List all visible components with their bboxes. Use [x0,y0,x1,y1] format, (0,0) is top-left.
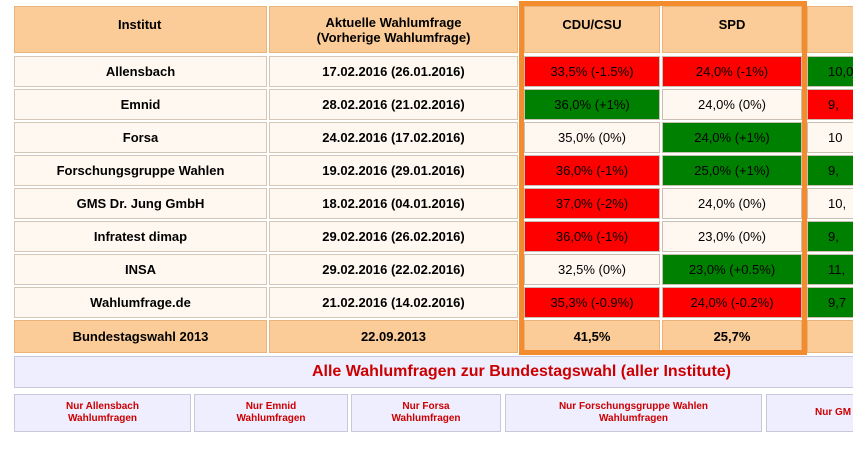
cdu-value: 35,3% (-0.9%) [524,287,660,318]
institute-name: GMS Dr. Jung GmbH [14,188,267,219]
link-allensbach[interactable]: Nur Allensbach Wahlumfragen [14,394,191,432]
spd-value: 24,0% (0%) [662,89,802,120]
next-party-value: 9, [807,89,853,120]
institute-name: Allensbach [14,56,267,87]
header-next-party [807,6,853,53]
survey-date: 17.02.2016 (26.01.2016) [269,56,518,87]
institute-name: Wahlumfrage.de [14,287,267,318]
cdu-value: 33,5% (-1.5%) [524,56,660,87]
institute-name: Forschungsgruppe Wahlen [14,155,267,186]
spd-value: 24,0% (0%) [662,188,802,219]
election-next-party [807,320,853,353]
link-forschungsgruppe[interactable]: Nur Forschungsgruppe Wahlen Wahlumfragen [505,394,762,432]
election-date: 22.09.2013 [269,320,518,353]
next-party-value: 9,7 [807,287,853,318]
next-party-value: 10, [807,188,853,219]
cdu-value: 36,0% (-1%) [524,221,660,252]
cdu-value: 37,0% (-2%) [524,188,660,219]
next-party-value: 11, [807,254,853,285]
next-party-value: 10 [807,122,853,153]
survey-date: 28.02.2016 (21.02.2016) [269,89,518,120]
institute-name: Emnid [14,89,267,120]
spd-value: 24,0% (-0.2%) [662,287,802,318]
next-party-value: 9, [807,155,853,186]
next-party-value: 10,0 [807,56,853,87]
header-cdu: CDU/CSU [524,6,660,53]
all-polls-link[interactable]: Alle Wahlumfragen zur Bundestagswahl (al… [14,356,853,388]
cdu-value: 36,0% (-1%) [524,155,660,186]
survey-date: 29.02.2016 (22.02.2016) [269,254,518,285]
header-institute: Institut [14,6,267,53]
spd-value: 23,0% (0%) [662,221,802,252]
spd-value: 24,0% (-1%) [662,56,802,87]
survey-date: 19.02.2016 (29.01.2016) [269,155,518,186]
spd-value: 24,0% (+1%) [662,122,802,153]
election-cdu: 41,5% [524,320,660,353]
header-survey: Aktuelle Wahlumfrage (Vorherige Wahlumfr… [269,6,518,53]
cdu-value: 35,0% (0%) [524,122,660,153]
spd-value: 23,0% (+0.5%) [662,254,802,285]
link-gms[interactable]: Nur GM [766,394,853,432]
institute-name: INSA [14,254,267,285]
link-forsa[interactable]: Nur Forsa Wahlumfragen [351,394,501,432]
link-emnid[interactable]: Nur Emnid Wahlumfragen [194,394,348,432]
survey-date: 29.02.2016 (26.02.2016) [269,221,518,252]
survey-date: 18.02.2016 (04.01.2016) [269,188,518,219]
institute-name: Forsa [14,122,267,153]
institute-name: Infratest dimap [14,221,267,252]
election-spd: 25,7% [662,320,802,353]
election-label: Bundestagswahl 2013 [14,320,267,353]
cdu-value: 36,0% (+1%) [524,89,660,120]
next-party-value: 9, [807,221,853,252]
cdu-value: 32,5% (0%) [524,254,660,285]
survey-date: 24.02.2016 (17.02.2016) [269,122,518,153]
all-polls-link-text: Alle Wahlumfragen zur Bundestagswahl (al… [311,363,731,380]
survey-date: 21.02.2016 (14.02.2016) [269,287,518,318]
spd-value: 25,0% (+1%) [662,155,802,186]
header-spd: SPD [662,6,802,53]
